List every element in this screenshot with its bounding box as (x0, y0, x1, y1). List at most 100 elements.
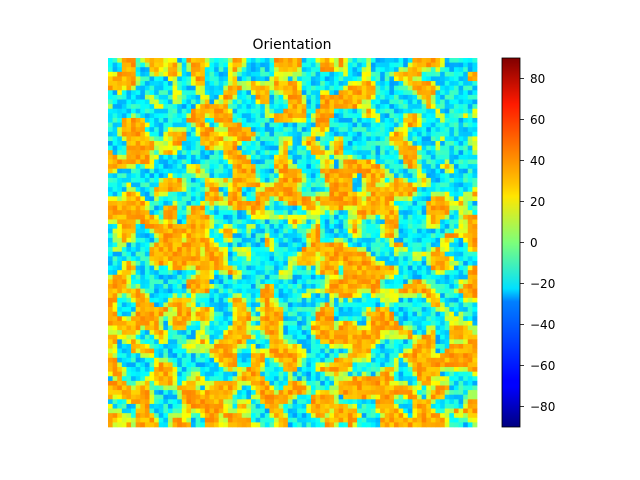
heatmap-cell (297, 228, 303, 234)
heatmap-cell (398, 159, 404, 165)
heatmap-cell (223, 224, 229, 230)
heatmap-cell (214, 154, 220, 160)
heatmap-cell (403, 330, 409, 336)
heatmap-cell (361, 117, 367, 123)
heatmap-cell (361, 293, 367, 299)
heatmap-cell (472, 210, 478, 216)
heatmap-cell (112, 316, 118, 322)
heatmap-cell (329, 279, 335, 285)
heatmap-cell (393, 81, 399, 87)
heatmap-cell (343, 334, 349, 340)
heatmap-cell (324, 191, 330, 197)
heatmap-cell (121, 136, 127, 142)
heatmap-cell (172, 242, 178, 248)
heatmap-cell (421, 81, 427, 87)
heatmap-cell (283, 233, 289, 239)
heatmap-cell (218, 302, 224, 308)
heatmap-cell (366, 339, 372, 345)
heatmap-cell (140, 316, 146, 322)
heatmap-cell (320, 127, 326, 133)
heatmap-cell (140, 330, 146, 336)
heatmap-cell (241, 145, 247, 151)
heatmap-cell (338, 99, 344, 105)
heatmap-cell (154, 242, 160, 248)
heatmap-cell (209, 256, 215, 262)
heatmap-cell (250, 71, 256, 77)
heatmap-cell (204, 94, 210, 100)
heatmap-cell (144, 325, 150, 331)
heatmap-cell (384, 113, 390, 119)
heatmap-cell (237, 94, 243, 100)
heatmap-cell (301, 173, 307, 179)
heatmap-cell (269, 81, 275, 87)
heatmap-cell (214, 108, 220, 114)
heatmap-cell (135, 210, 141, 216)
heatmap-cell (407, 270, 413, 276)
heatmap-cell (287, 210, 293, 216)
heatmap-cell (287, 293, 293, 299)
heatmap-cell (121, 237, 127, 243)
heatmap-cell (407, 94, 413, 100)
heatmap-cell (246, 141, 252, 146)
heatmap-cell (329, 256, 335, 262)
heatmap-cell (131, 67, 137, 73)
heatmap-cell (380, 187, 386, 193)
heatmap-cell (227, 187, 233, 193)
heatmap-cell (430, 136, 436, 142)
heatmap-cell (186, 279, 192, 285)
heatmap-cell (292, 154, 298, 160)
heatmap-cell (283, 228, 289, 234)
heatmap-cell (347, 219, 353, 225)
heatmap-cell (278, 159, 284, 165)
heatmap-cell (237, 334, 243, 340)
heatmap-cell (274, 265, 280, 271)
heatmap-cell (412, 177, 418, 183)
heatmap-cell (440, 62, 446, 68)
heatmap-cell (366, 293, 372, 299)
heatmap-cell (329, 247, 335, 253)
heatmap-cell (140, 320, 146, 326)
heatmap-cell (283, 288, 289, 294)
heatmap-cell (315, 90, 321, 96)
heatmap-cell (246, 256, 252, 262)
heatmap-cell (250, 343, 256, 349)
heatmap-cell (389, 242, 395, 248)
heatmap-cell (209, 76, 215, 82)
heatmap-cell (324, 270, 330, 276)
heatmap-cell (403, 293, 409, 299)
heatmap-cell (430, 104, 436, 110)
heatmap-cell (467, 58, 473, 63)
heatmap-cell (287, 154, 293, 160)
heatmap-cell (158, 288, 164, 294)
heatmap-cell (209, 127, 215, 133)
heatmap-cell (214, 237, 220, 243)
heatmap-cell (352, 205, 358, 211)
heatmap-cell (195, 343, 201, 349)
heatmap-cell (218, 81, 224, 87)
heatmap-cell (324, 325, 330, 331)
heatmap-cell (126, 164, 132, 170)
heatmap-cell (366, 104, 372, 110)
heatmap-cell (223, 187, 229, 193)
heatmap-cell (343, 141, 349, 146)
heatmap-cell (209, 113, 215, 119)
heatmap-cell (453, 279, 459, 285)
heatmap-cell (292, 210, 298, 216)
heatmap-cell (393, 71, 399, 77)
heatmap-cell (283, 67, 289, 73)
heatmap-cell (167, 94, 173, 100)
heatmap-cell (292, 76, 298, 82)
heatmap-cell (278, 205, 284, 211)
heatmap-cell (260, 67, 266, 73)
heatmap-cell (440, 274, 446, 280)
heatmap-cell (324, 122, 330, 128)
heatmap-cell (255, 141, 261, 146)
heatmap-cell (444, 187, 450, 193)
heatmap-cell (241, 228, 247, 234)
heatmap-cell (421, 104, 427, 110)
heatmap-cell (292, 233, 298, 239)
heatmap-cell (278, 131, 284, 137)
heatmap-cell (435, 177, 441, 183)
heatmap-cell (407, 85, 413, 91)
heatmap-cell (338, 320, 344, 326)
